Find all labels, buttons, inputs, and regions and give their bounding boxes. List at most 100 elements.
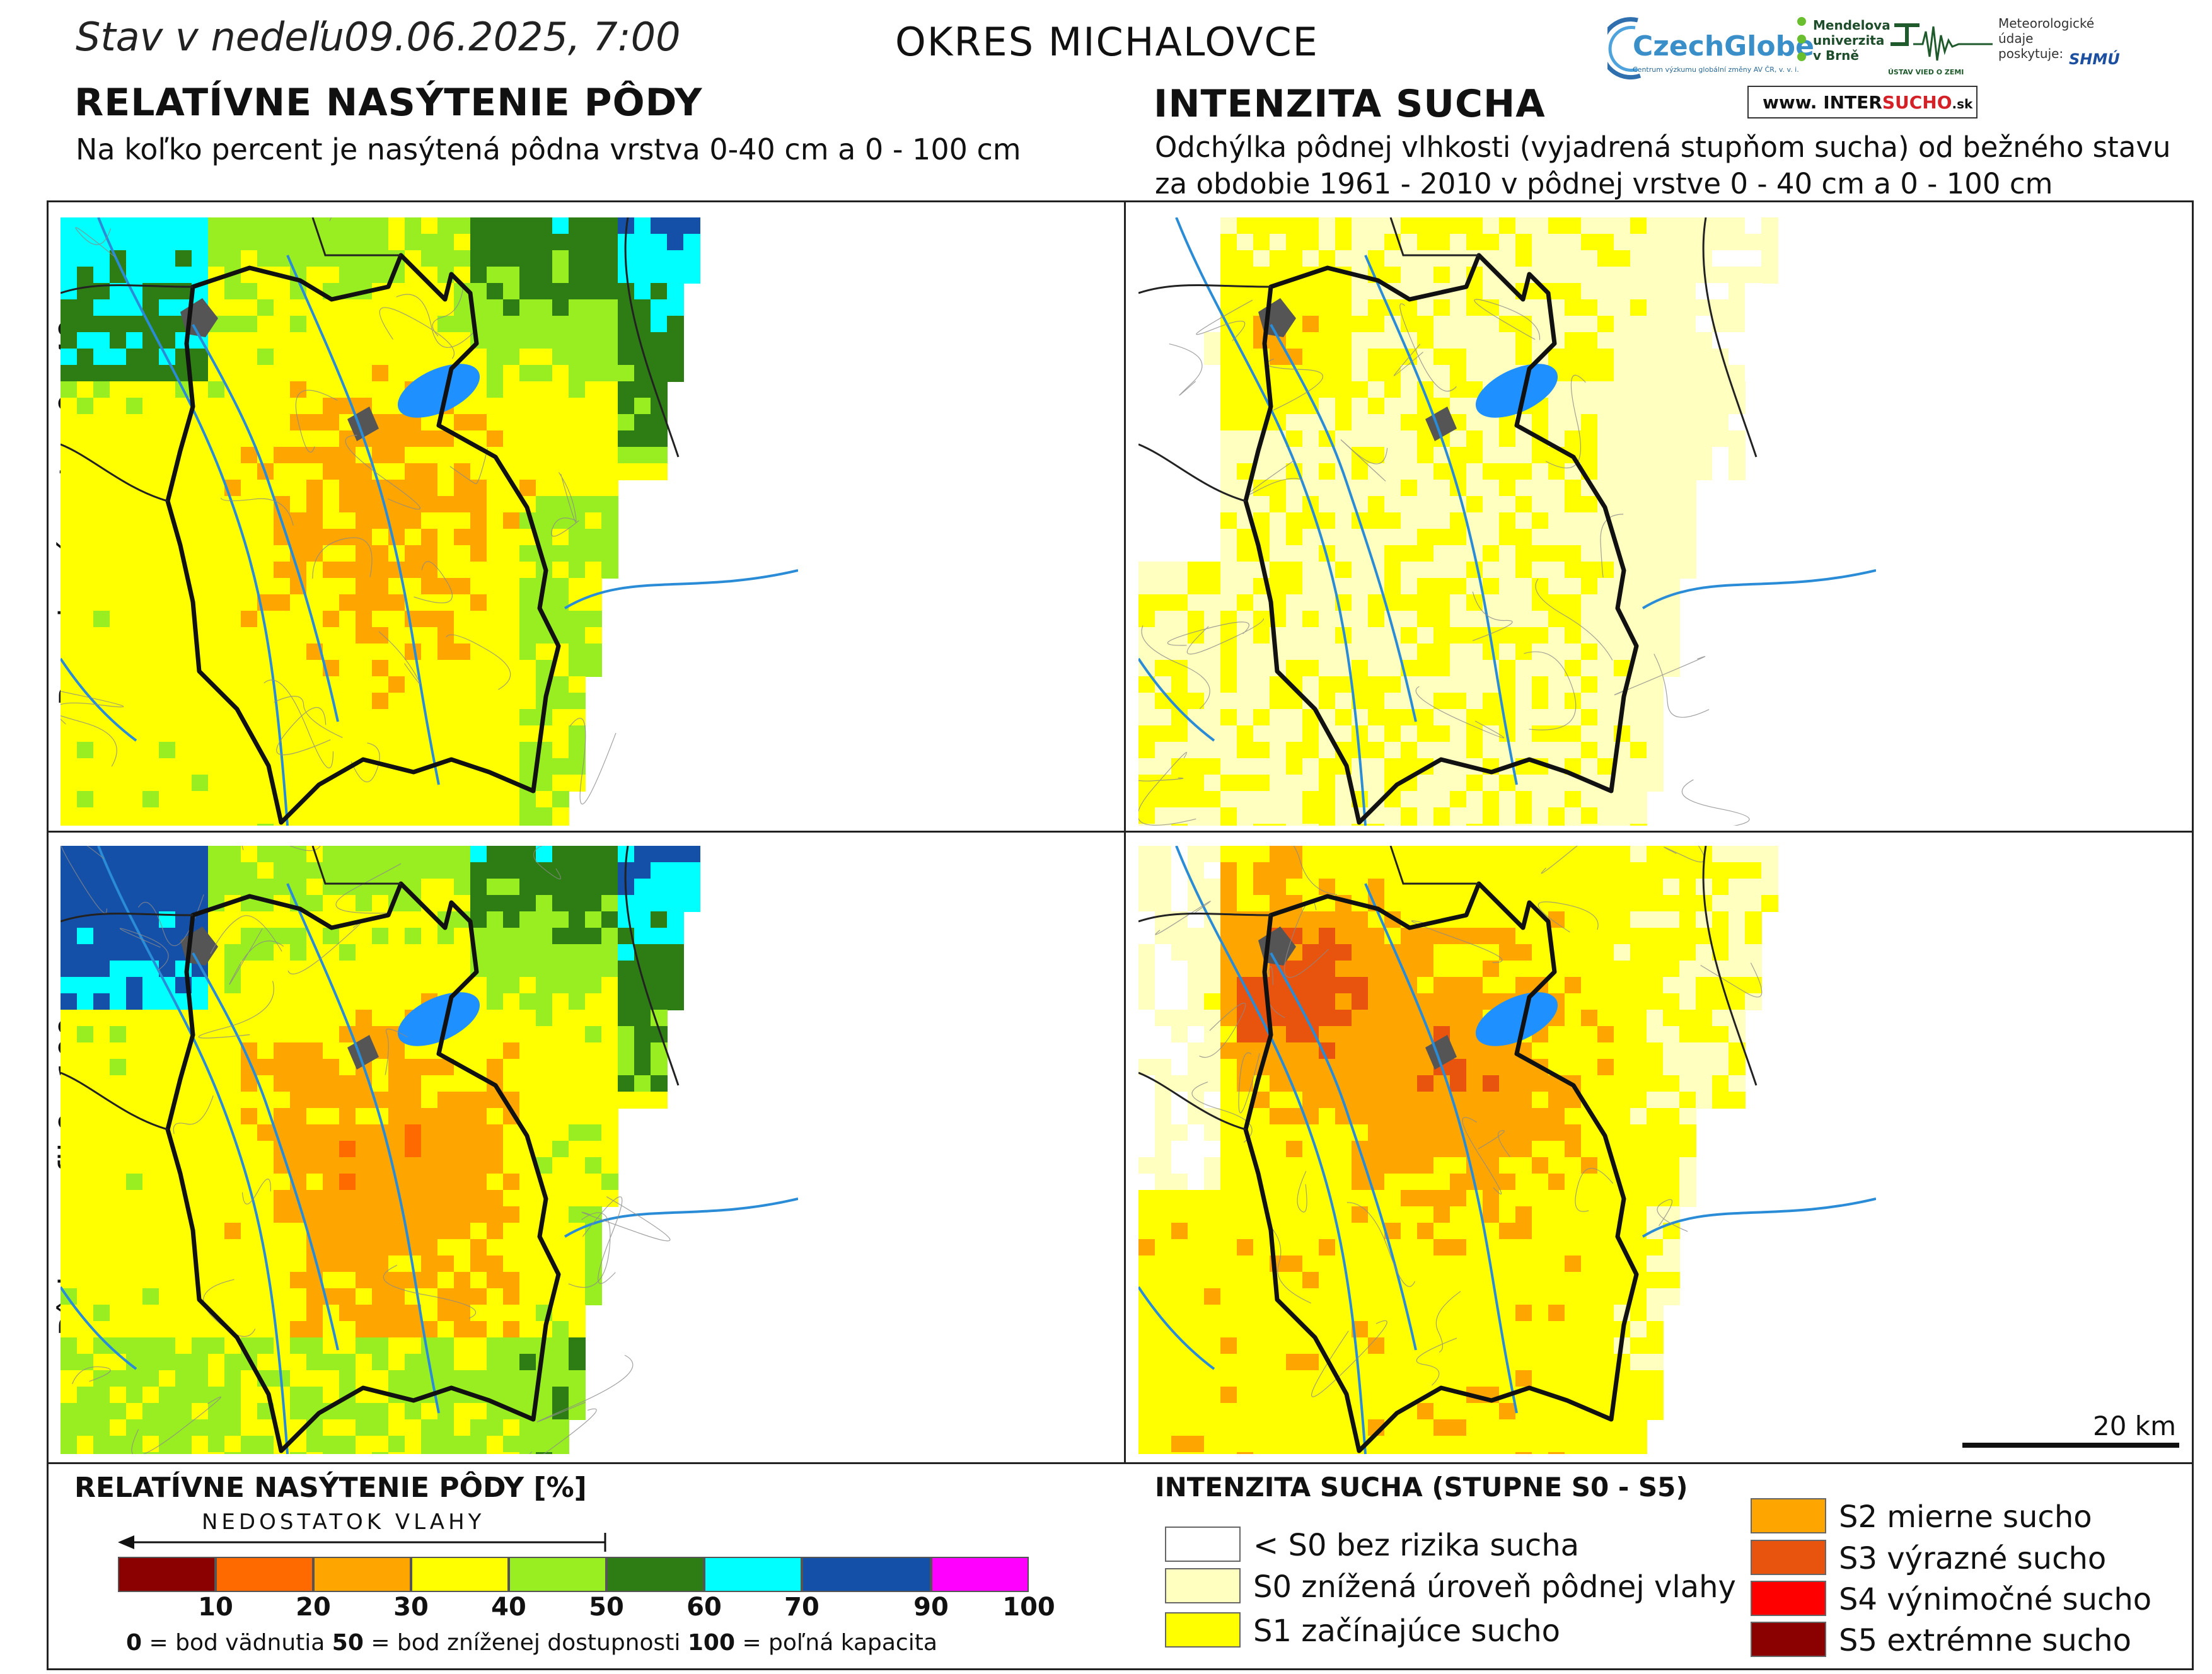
meteo-line-3: poskytuje: [1998,46,2064,61]
saturation-tick-label: 60 [686,1593,722,1622]
drought-swatch [1165,1568,1241,1603]
foot-50-text: = bod zníženej dostupnosti [363,1630,688,1656]
drought-subtitle-line-2: za obdobie 1961 - 2010 v pôdnej vrstve 0… [1155,167,2053,200]
drought-swatch [1751,1498,1826,1533]
municipality-boundaries [61,217,617,805]
drought-swatch [1751,1540,1826,1575]
foot-50: 50 [332,1630,364,1656]
frame-divider-middle [47,831,2194,833]
saturation-bin [802,1557,931,1592]
map-frame [47,200,2194,1670]
drought-legend-label: S5 extrémne sucho [1839,1623,2131,1658]
municipality-boundaries [1155,846,1763,1397]
drought-legend-label: S0 znížená úroveň pôdnej vlahy [1253,1569,1736,1605]
district-boundary [165,881,561,1453]
mendel-line-3: v Brně [1813,48,1859,63]
foot-100-text: = poľná kapacita [735,1630,937,1656]
lake-zemplinska-sirava [1475,992,1558,1046]
neighbor-district-boundaries [61,846,680,1131]
shmu-logo: SHMÚ [2069,50,2120,68]
saturation-bin [509,1557,606,1592]
saturation-bin [606,1557,704,1592]
mendel-dots-icon [1797,17,1806,61]
saturation-bin [118,1557,216,1592]
mendel-logo: Mendelova univerzita v Brně [1794,13,1891,82]
scalebar-label: 20 km [2093,1411,2177,1441]
intersucho-sk: .sk [1952,96,1973,112]
frame-divider-bottom [47,1462,2194,1464]
date-line: Stav v nedeľu09.06.2025, 7:00 [76,14,681,60]
neighbor-district-boundaries [61,217,680,502]
scalebar-line [1962,1443,2179,1448]
intersucho-logo[interactable]: www. INTERSUCHO.sk [1747,86,1977,118]
saturation-subtitle: Na koľko percent je nasýtená pôdna vrstv… [76,132,1021,166]
district-title: OKRES MICHALOVCE [895,19,1319,65]
drought-legend-label: S4 výnimočné sucho [1839,1582,2152,1617]
drought-legend-label: < S0 bez rizika sucha [1253,1528,1580,1563]
district-boundary [1243,253,1639,825]
map-saturation-profile [61,846,798,1454]
saturation-tick-label: 10 [198,1593,233,1622]
district-boundary [165,253,561,825]
saturation-bin [313,1557,411,1592]
saturation-bin [931,1557,1029,1592]
municipality-boundaries [61,846,671,1454]
map-drought-topsoil [1138,217,1876,826]
czechglobe-name: CzechGlobe [1633,30,1814,62]
raster-layer [61,846,700,1454]
drought-subtitle: Odchýlka pôdnej vlhkosti (vyjadrená stup… [1155,129,2195,202]
saturation-footnote: 0 = bod vädnutia 50 = bod zníženej dostu… [126,1630,937,1656]
river-network [61,217,798,826]
lake-zemplinska-sirava [1475,364,1558,418]
saturation-legend-title: RELATÍVNE NASÝTENIE PÔDY [%] [74,1472,587,1504]
saturation-bin [704,1557,802,1592]
district-boundary [1243,881,1639,1453]
saturation-tick-label: 20 [296,1593,331,1622]
intersucho-sucho: SUCHO [1882,92,1952,113]
saturation-tick-label: 70 [784,1593,819,1622]
saturation-tick-label: 50 [589,1593,624,1622]
date-value: 09.06.2025, 7:00 [344,14,681,60]
meteo-provider-logo: Meteorologické údaje poskytuje: SHMÚ [1998,16,2120,79]
meteo-line-1: Meteorologické [1998,16,2095,31]
intersucho-inter: INTER [1823,92,1882,113]
foot-0: 0 [126,1630,142,1656]
czechglobe-logo: CzechGlobe Centrum výzkumu globální změn… [1607,13,1814,82]
neighbor-district-boundaries [1138,846,1757,1131]
drought-legend-label: S3 výrazné sucho [1839,1541,2107,1576]
drought-swatch [1165,1527,1241,1562]
mendel-line-1: Mendelova [1813,18,1891,33]
drought-title: INTENZITA SUCHA [1154,82,1546,126]
drought-legend-title: INTENZITA SUCHA (STUPNE S0 - S5) [1155,1472,1688,1503]
moisture-deficit-label: NEDOSTATOK VLAHY [202,1509,485,1535]
river-network [1138,217,1876,826]
raster-layer [61,217,700,826]
drought-legend-label: S2 mierne sucho [1839,1499,2092,1535]
river-network [1138,846,1876,1454]
seismograph-icon [1891,23,1993,61]
saturation-title: RELATÍVNE NASÝTENIE PÔDY [74,81,703,125]
saturation-bin [411,1557,509,1592]
drought-swatch [1165,1612,1241,1648]
drought-swatch [1751,1622,1826,1657]
ustav-vied-o-zemi-logo: ÚSTAV VIED O ZEMI [1888,19,1995,82]
drought-swatch [1751,1581,1826,1616]
meteo-line-2: údaje [1998,31,2034,46]
saturation-tick-label: 40 [491,1593,526,1622]
saturation-tick-label: 100 [1002,1593,1055,1622]
mendel-line-2: univerzita [1813,33,1885,48]
date-prefix: Stav v nedeľu [76,14,344,60]
czechglobe-tagline: Centrum výzkumu globální změny AV ČR, v.… [1633,66,1799,74]
lake-zemplinska-sirava [397,364,480,418]
saturation-bin [216,1557,313,1592]
foot-100: 100 [687,1630,735,1656]
intersucho-www: www. [1763,92,1817,113]
drought-subtitle-line-1: Odchýlka pôdnej vlhkosti (vyjadrená stup… [1155,130,2171,164]
moisture-deficit-arrow-icon [118,1533,606,1552]
lake-zemplinska-sirava [397,992,480,1046]
saturation-color-bar [118,1557,1029,1592]
drought-legend-label: S1 začínajúce sucho [1253,1613,1560,1649]
neighbor-district-boundaries [1138,217,1757,502]
czechglobe-swirl-icon [1607,17,1642,80]
map-saturation-topsoil [61,217,798,826]
